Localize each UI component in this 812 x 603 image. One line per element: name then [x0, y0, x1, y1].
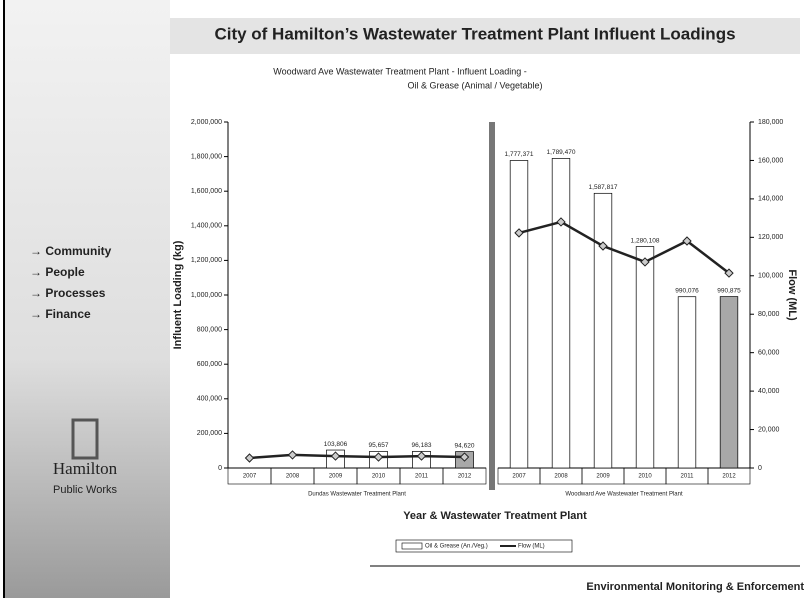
legend-label: Flow (ML): [518, 544, 545, 550]
logo-subtitle: Public Works: [53, 484, 117, 496]
y2-tick-label: 80,000: [758, 311, 780, 318]
legend-label: Oil & Grease (An./Veg.): [425, 544, 488, 550]
x-tick-label: 2007: [243, 474, 257, 480]
header-band: [170, 18, 800, 54]
y-tick-label: 200,000: [197, 430, 222, 437]
flow-marker: [514, 228, 524, 238]
nav-item[interactable]: → Processes: [30, 286, 106, 300]
y-tick-label: 1,800,000: [191, 153, 222, 160]
x-tick-label: 2010: [372, 474, 386, 480]
y-tick-label: 1,400,000: [191, 223, 222, 230]
sidebar: [4, 0, 170, 598]
y-tick-label: 0: [218, 465, 222, 472]
x-tick-label: 2010: [638, 474, 652, 480]
bar: [635, 246, 655, 469]
y-tick-label: 1,000,000: [191, 292, 222, 299]
legend: [395, 539, 573, 553]
bar: [509, 160, 529, 469]
y2-tick-label: 0: [758, 465, 762, 472]
x-tick-label: 2012: [722, 474, 736, 480]
flow-marker: [330, 451, 341, 461]
y2-tick-label: 140,000: [758, 196, 783, 203]
bar: [593, 192, 613, 469]
x-tick-label: 2011: [415, 474, 429, 480]
value-label: 1,777,371: [505, 151, 534, 158]
nav-item[interactable]: → Community: [30, 244, 112, 258]
flow-marker: [459, 452, 470, 462]
value-label: 103,806: [324, 441, 348, 448]
flow-marker: [598, 241, 608, 251]
y-tick-label: 600,000: [197, 361, 222, 368]
x-tick-label: 2012: [458, 474, 472, 480]
group-label: Dundas Wastewater Treatment Plant: [308, 492, 406, 498]
y-tick-label: 400,000: [197, 396, 222, 403]
x-tick-label: 2011: [681, 474, 695, 480]
logo-icon: [71, 418, 99, 460]
flow-marker: [244, 453, 255, 463]
flow-line: [518, 220, 730, 275]
chart-title: Woodward Ave Wastewater Treatment Plant …: [273, 66, 526, 76]
x-tick-label: 2009: [596, 474, 610, 480]
bar: [677, 296, 697, 469]
y2-tick-label: 20,000: [758, 426, 780, 433]
y2-tick-label: 160,000: [758, 157, 783, 164]
value-label: 990,875: [717, 287, 741, 294]
nav-item[interactable]: → People: [30, 265, 85, 279]
flow-marker: [724, 268, 734, 278]
x-axis-title: Year & Wastewater Treatment Plant: [403, 510, 587, 522]
bar: [551, 158, 571, 469]
y-tick-label: 2,000,000: [191, 119, 222, 126]
y2-tick-label: 100,000: [758, 273, 783, 280]
value-label: 94,620: [455, 442, 475, 449]
y2-tick-label: 120,000: [758, 234, 783, 241]
x-tick-label: 2008: [554, 474, 568, 480]
flow-marker: [287, 450, 298, 460]
flow-marker: [416, 451, 427, 461]
y2-tick-label: 40,000: [758, 388, 780, 395]
logo-text: Hamilton: [53, 459, 118, 478]
legend-swatch: [401, 542, 423, 550]
y-tick-label: 1,600,000: [191, 188, 222, 195]
flow-marker: [373, 452, 384, 462]
footer-text: Environmental Monitoring & Enforcement: [586, 581, 804, 593]
value-label: 1,587,817: [589, 184, 618, 191]
group-label: Woodward Ave Wastewater Treatment Plant: [565, 492, 683, 498]
value-label: 990,076: [675, 287, 699, 294]
y-tick-label: 1,200,000: [191, 257, 222, 264]
y-tick-label: 800,000: [197, 326, 222, 333]
value-label: 95,657: [369, 442, 389, 449]
bar: [719, 296, 739, 469]
value-label: 96,183: [412, 442, 432, 449]
x-tick-label: 2009: [329, 474, 343, 480]
y2-tick-label: 180,000: [758, 119, 783, 126]
y-axis-title: Influent Loading (kg): [172, 240, 184, 349]
y2-axis-title: Flow (ML): [786, 269, 798, 321]
x-tick-label: 2008: [286, 474, 300, 480]
plant-divider: [489, 122, 495, 490]
flow-marker: [556, 217, 566, 227]
y2-tick-label: 60,000: [758, 350, 780, 357]
flow-marker: [640, 257, 650, 267]
value-label: 1,280,108: [631, 237, 660, 244]
flow-marker: [682, 236, 692, 246]
chart-subtitle: Oil & Grease (Animal / Vegetable): [407, 80, 542, 90]
flow-line: [249, 453, 465, 460]
x-tick-label: 2007: [512, 474, 526, 480]
nav-item[interactable]: → Finance: [30, 307, 91, 321]
value-label: 1,789,470: [547, 149, 576, 156]
slide-title: City of Hamilton’s Wastewater Treatment …: [214, 24, 735, 43]
